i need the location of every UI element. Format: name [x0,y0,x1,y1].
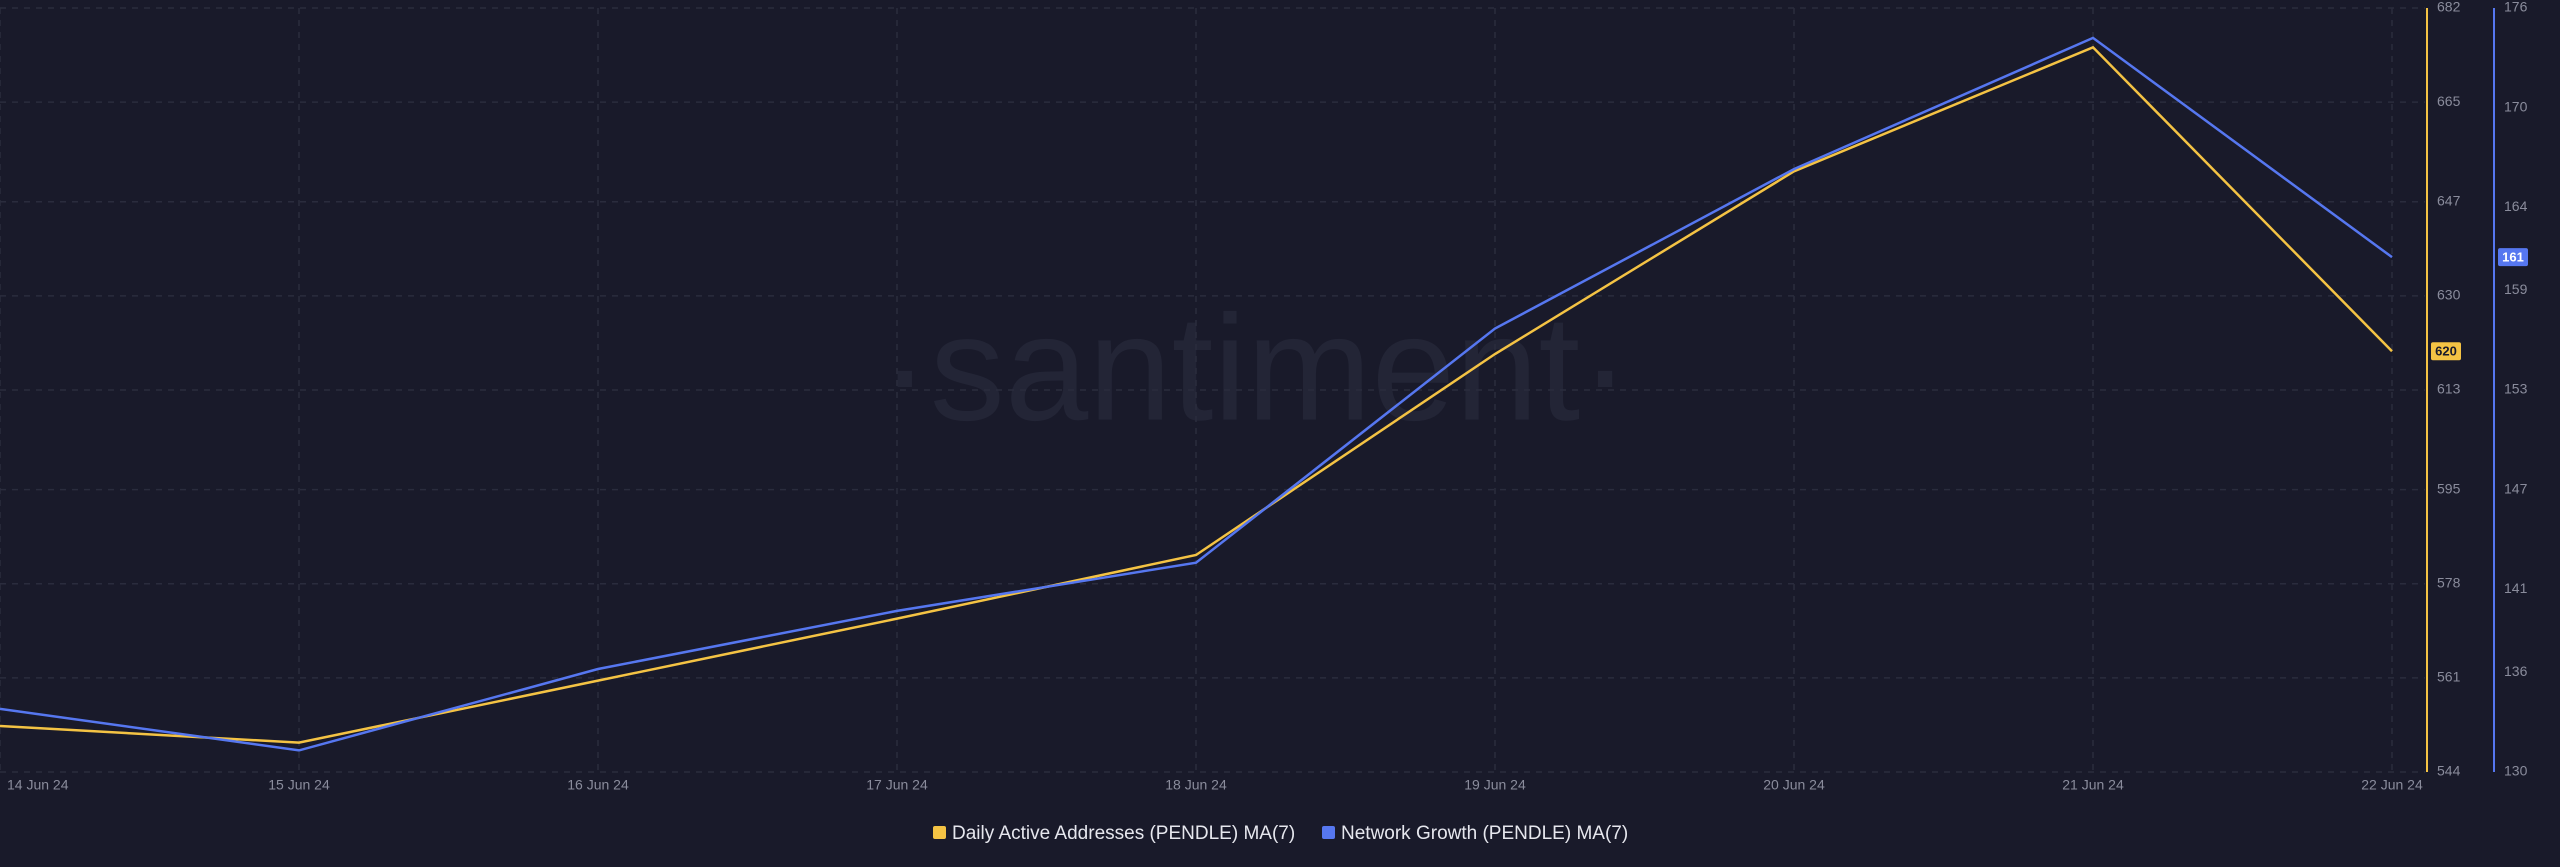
y-tick-label: 595 [2437,480,2461,496]
y2-tick-label: 170 [2504,98,2528,114]
y-tick-label: 682 [2437,0,2461,15]
x-tick-label: 17 Jun 24 [866,777,928,793]
legend-label: Network Growth (PENDLE) MA(7) [1341,823,1628,844]
y-tick-label: 544 [2437,763,2461,779]
watermark: ·santiment· [880,284,1630,452]
x-tick-label: 15 Jun 24 [268,777,330,793]
x-tick-label: 14 Jun 24 [7,777,69,793]
last-value-badge [2431,342,2461,361]
last-value-label: 620 [2435,344,2457,359]
x-tick-label: 19 Jun 24 [1464,777,1526,793]
y2-tick-label: 164 [2504,198,2528,214]
y-tick-label: 613 [2437,381,2461,397]
x-tick-label: 16 Jun 24 [567,777,629,793]
y2-tick-label: 176 [2504,0,2528,15]
y2-tick-label: 147 [2504,480,2528,496]
y2-tick-label: 136 [2504,663,2528,679]
y2-tick-label: 141 [2504,580,2528,596]
x-tick-label: 22 Jun 24 [2361,777,2423,793]
y-tick-label: 578 [2437,574,2461,590]
last-value-label: 161 [2502,250,2524,265]
y-tick-label: 665 [2437,93,2461,109]
last-value-badge [2498,248,2528,267]
x-tick-label: 21 Jun 24 [2062,777,2124,793]
x-tick-label: 20 Jun 24 [1763,777,1825,793]
series-line [0,36,2393,752]
x-tick-label: 18 Jun 24 [1165,777,1227,793]
y-tick-label: 561 [2437,669,2461,685]
y-tick-label: 630 [2437,287,2461,303]
y2-tick-label: 153 [2504,381,2528,397]
legend-label: Daily Active Addresses (PENDLE) MA(7) [952,823,1295,844]
legend-swatch [1322,826,1335,839]
y2-tick-label: 130 [2504,763,2528,779]
legend-swatch [933,826,946,839]
y-tick-label: 647 [2437,192,2461,208]
y2-tick-label: 159 [2504,281,2528,297]
